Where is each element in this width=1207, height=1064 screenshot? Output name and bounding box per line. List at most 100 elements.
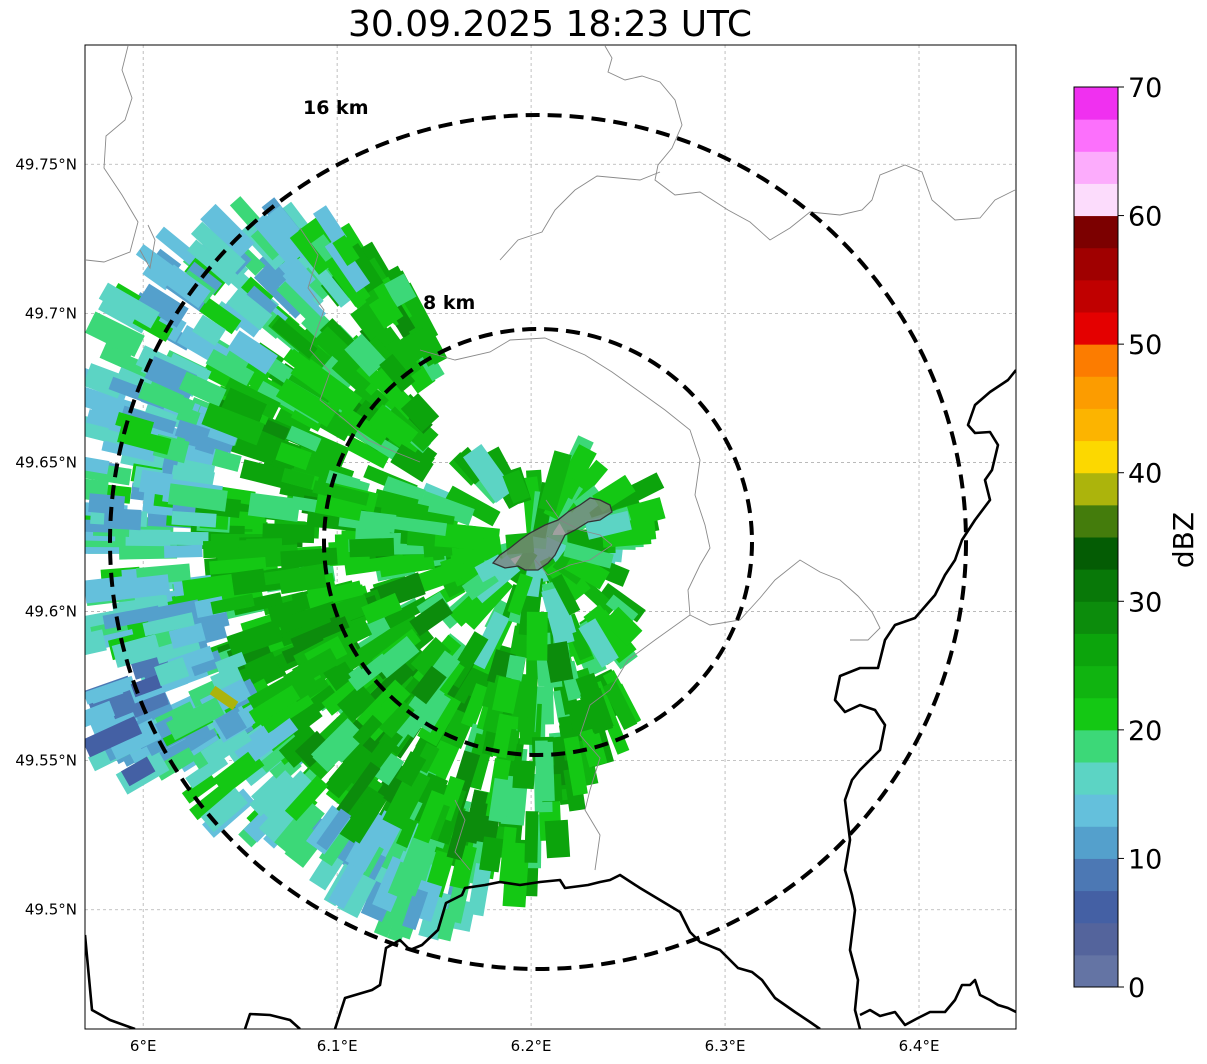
colorbar-swatch (1074, 794, 1118, 827)
echo-cell (281, 468, 315, 490)
echo-cell (185, 261, 223, 295)
colorbar-swatch (1074, 119, 1118, 152)
echo-cell (243, 651, 281, 683)
echo-cell (337, 870, 377, 919)
echo-cell (241, 285, 278, 320)
echo-cell (507, 573, 533, 616)
echo-cell (374, 635, 420, 679)
colorbar-swatch (1074, 279, 1118, 313)
colorbar-swatch (1074, 504, 1118, 538)
echo-cell (252, 213, 302, 266)
echo-cell (246, 538, 283, 557)
axis-labels: 6°E 6.1°E 6.2°E 6.3°E 6.4°E 49.5°N 49.55°N 49.6… (15, 155, 939, 1055)
echo-cell (338, 405, 389, 446)
echo-cell (382, 766, 431, 831)
echo-cell (142, 612, 195, 637)
echo-cell (189, 650, 224, 677)
echo-cell (156, 531, 209, 546)
echo-cell (212, 748, 265, 796)
echo-cell (181, 772, 218, 804)
colorbar-swatch (1074, 922, 1118, 956)
echo-cell (271, 317, 318, 359)
echo-cell (226, 619, 284, 658)
echo-cell (121, 756, 156, 787)
echo-cell (345, 814, 392, 872)
echo-cell (437, 908, 458, 942)
echo-cell (564, 551, 610, 590)
echo-cell (449, 843, 477, 890)
colorbar: 0 10 20 30 40 50 60 70 (1073, 73, 1162, 1004)
city-outline (491, 497, 613, 571)
echo-cell (200, 203, 255, 259)
echo-cell (410, 790, 448, 850)
echo-cell (602, 606, 643, 647)
echo-cell (541, 586, 575, 647)
range-ring-8km (322, 327, 754, 757)
colorbar-tick-label: 40 (1128, 459, 1162, 490)
colorbar-tick-label: 50 (1128, 330, 1162, 361)
echo-cell (275, 442, 312, 471)
echo-cell (109, 574, 171, 601)
echo-cell (313, 326, 365, 377)
echo-cell (563, 736, 588, 796)
echo-cell (214, 651, 247, 675)
echo-cell (373, 695, 415, 739)
echo-cell (327, 859, 367, 910)
colorbar-swatch (1074, 729, 1118, 763)
echo-cell (200, 724, 252, 768)
echo-cell (368, 404, 419, 451)
echo-cell (85, 384, 133, 421)
echo-cell (350, 301, 396, 352)
colorbar-tick-label: 20 (1128, 716, 1162, 747)
echo-cell (227, 330, 278, 375)
echo-cell (85, 700, 116, 728)
radar-echoes (85, 196, 666, 943)
echo-cell (115, 411, 155, 436)
map-frame (84, 44, 1017, 1030)
echo-cell (85, 629, 107, 657)
colorbar-swatch (1074, 151, 1118, 184)
echo-cell (393, 333, 426, 367)
lon-tick-label: 6.4°E (899, 1037, 940, 1055)
echo-cell (346, 437, 390, 469)
echo-cell (205, 349, 255, 387)
echo-cell (274, 406, 314, 437)
echo-cell (602, 680, 638, 731)
echo-cell (120, 405, 177, 434)
echo-cell (605, 594, 639, 624)
colorbar-swatch (1074, 247, 1118, 281)
colorbar-tick-label: 70 (1128, 73, 1162, 104)
echo-cell (171, 510, 217, 528)
echo-cell (312, 480, 370, 506)
echo-cell (154, 721, 212, 763)
echo-cell (332, 235, 360, 266)
echo-cell (343, 750, 374, 785)
echo-cell (111, 634, 162, 668)
echo-cell (135, 244, 179, 281)
echo-cell (575, 672, 614, 735)
echo-cell (361, 592, 403, 625)
colorbar-swatch (1074, 408, 1118, 442)
echo-cell (524, 811, 539, 863)
echo-cell (419, 490, 475, 526)
echo-cell (492, 676, 521, 715)
echo-cell (274, 800, 325, 856)
echo-cell (247, 670, 304, 712)
echo-cell (247, 492, 301, 522)
echo-cell (331, 357, 371, 395)
echo-cell (312, 205, 347, 246)
echo-cell (282, 267, 318, 304)
echo-cell (584, 510, 632, 540)
echo-cell (248, 685, 301, 726)
colorbar-swatch (1074, 376, 1118, 409)
echo-cell (499, 826, 517, 885)
echo-cell (277, 563, 327, 595)
echo-cell (85, 716, 143, 758)
echo-cell (566, 699, 591, 740)
echo-cell (210, 593, 255, 615)
echo-cell (386, 515, 448, 536)
echo-cell (201, 402, 265, 446)
lat-tick-label: 49.6°N (25, 603, 77, 621)
lat-tick-label: 49.65°N (15, 453, 77, 471)
